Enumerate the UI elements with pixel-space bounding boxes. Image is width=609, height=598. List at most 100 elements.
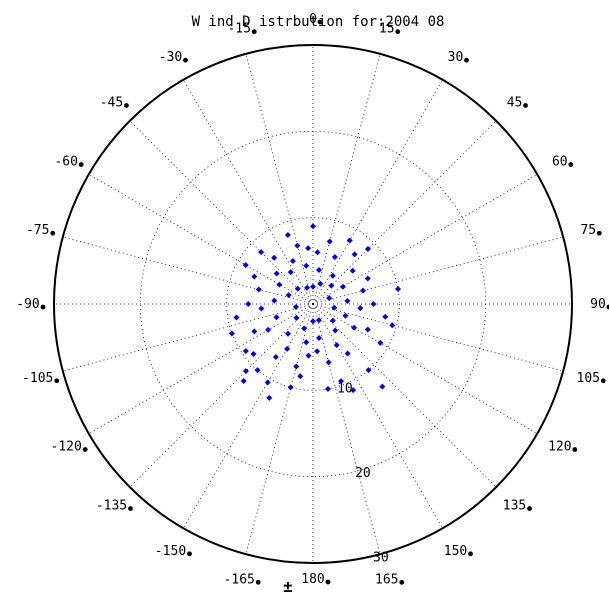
- angle-tick-label: 180: [301, 572, 324, 587]
- radial-gridline: [129, 120, 314, 305]
- degree-dot: [251, 29, 257, 35]
- radial-gridline: [183, 303, 314, 529]
- data-point: [303, 262, 310, 269]
- degree-dot: [527, 506, 532, 511]
- data-point: [315, 317, 322, 324]
- angle-tick-label: 165: [375, 572, 398, 587]
- data-point: [389, 322, 396, 329]
- data-point: [273, 314, 280, 321]
- data-point: [265, 326, 272, 333]
- radial-gridline: [88, 303, 314, 434]
- radial-gridline: [245, 53, 314, 305]
- angle-tick-label: 135: [503, 499, 526, 514]
- data-point: [333, 342, 340, 349]
- angle-tick-label: -165: [224, 572, 255, 587]
- angle-tick-label: -105: [22, 371, 53, 386]
- data-point: [258, 305, 265, 312]
- data-point: [245, 301, 252, 307]
- degree-dot: [255, 579, 261, 585]
- degree-dot: [124, 103, 129, 108]
- angle-tick-label: -150: [155, 544, 186, 559]
- data-point: [305, 245, 312, 252]
- angle-tick-label: -135: [96, 499, 127, 514]
- angle-tick-label: 45: [507, 95, 523, 110]
- angle-tick-label: -45: [100, 95, 123, 110]
- data-point: [325, 359, 332, 366]
- data-point: [273, 270, 280, 277]
- data-point: [242, 348, 249, 355]
- radial-gridline: [312, 174, 538, 305]
- data-point: [379, 383, 386, 390]
- data-point: [285, 292, 292, 299]
- data-point: [255, 286, 262, 293]
- outer-ring: [53, 44, 573, 564]
- data-point: [301, 325, 308, 332]
- data-point: [342, 312, 349, 319]
- data-point: [310, 318, 316, 325]
- data-point: [287, 384, 294, 391]
- radial-gridline: [62, 303, 314, 372]
- data-point: [351, 251, 358, 258]
- degree-dot: [464, 57, 469, 63]
- radial-gridline: [245, 303, 314, 555]
- degree-dot: [395, 29, 401, 35]
- data-point: [251, 273, 258, 280]
- polar-grid: [53, 44, 573, 564]
- radial-gridline: [312, 53, 381, 305]
- data-point: [331, 254, 338, 261]
- radius-tick-label: 30: [373, 550, 389, 565]
- degree-dot: [606, 304, 609, 310]
- data-point: [344, 350, 351, 357]
- data-point: [315, 335, 322, 342]
- data-point: [364, 326, 371, 333]
- angle-tick-label: -90: [16, 297, 39, 312]
- angle-tick-labels: 0 15 30 45 60 75 90 105 120 135 150 165 180 -165 -150 -…: [16, 12, 609, 587]
- data-point: [338, 378, 345, 385]
- data-point: [294, 285, 301, 292]
- angle-tick-label: -75: [26, 223, 49, 238]
- degree-dot: [317, 19, 323, 25]
- data-point: [272, 354, 279, 361]
- degree-dot: [600, 378, 606, 384]
- degree-dot: [50, 230, 56, 236]
- data-point: [351, 324, 358, 331]
- angle-tick-label: -30: [159, 50, 182, 65]
- data-point: [293, 363, 300, 370]
- data-point: [233, 314, 240, 321]
- data-point: [328, 282, 335, 289]
- data-point: [331, 304, 338, 311]
- radial-gridline: [312, 79, 443, 305]
- degree-dot: [54, 378, 60, 384]
- data-point: [284, 345, 291, 352]
- data-point: [310, 283, 316, 290]
- data-point: [297, 373, 304, 380]
- data-point: [285, 330, 292, 337]
- data-point: [240, 377, 247, 384]
- radius-tick-label: 10: [337, 381, 353, 396]
- data-point: [258, 249, 265, 256]
- angle-tick-label: 30: [448, 50, 464, 65]
- degree-dot: [78, 162, 84, 167]
- data-point: [329, 272, 336, 279]
- degree-dot: [568, 162, 574, 167]
- data-point: [271, 297, 278, 304]
- radial-gridline: [312, 303, 443, 529]
- degree-dot: [399, 579, 405, 585]
- radial-gridline: [312, 303, 564, 372]
- data-point: [228, 330, 235, 337]
- angle-tick-label: 0: [309, 12, 317, 27]
- radial-gridline: [129, 303, 314, 488]
- radial-gridline: [312, 303, 381, 555]
- data-point: [350, 387, 357, 394]
- angle-tick-label: 105: [577, 371, 600, 386]
- data-point: [264, 379, 271, 386]
- degree-dot: [572, 447, 578, 452]
- degree-dot: [596, 230, 602, 236]
- angle-tick-label: -15: [227, 22, 250, 37]
- data-point: [294, 242, 301, 249]
- data-point: [284, 232, 291, 239]
- data-point: [242, 262, 249, 269]
- degree-dot: [187, 551, 192, 557]
- data-point: [242, 368, 249, 375]
- data-point: [266, 394, 273, 401]
